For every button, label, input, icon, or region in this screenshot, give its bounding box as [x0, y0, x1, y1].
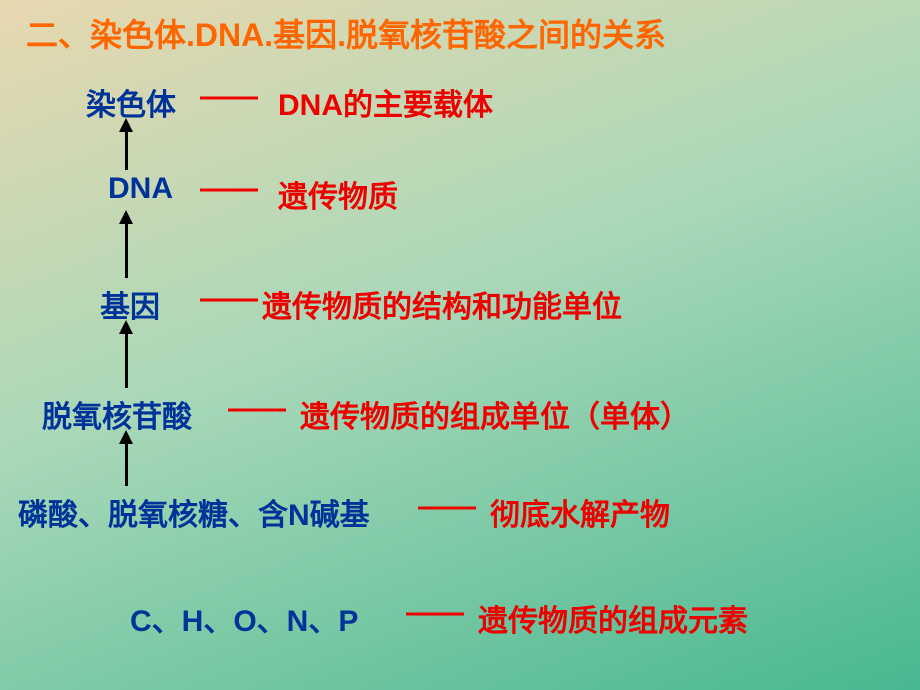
desc-0: DNA的主要载体: [278, 80, 493, 124]
arrow-up-2: [125, 330, 128, 388]
desc-3: 遗传物质的组成单位（单体）: [300, 392, 690, 436]
arrow-up-1: [125, 220, 128, 278]
term-5: C、H、O、N、P: [130, 596, 358, 640]
desc-4: 彻底水解产物: [490, 490, 670, 534]
dash-1: ——: [200, 172, 256, 206]
dash-5: ——: [406, 596, 462, 630]
arrow-up-0: [125, 128, 128, 170]
dash-2: ——: [200, 282, 256, 316]
desc-2: 遗传物质的结构和功能单位: [262, 282, 622, 326]
desc-1: 遗传物质: [278, 172, 398, 216]
dash-3: ——: [228, 392, 284, 426]
arrow-up-3: [125, 440, 128, 486]
dash-4: ——: [418, 490, 474, 524]
term-4: 磷酸、脱氧核糖、含N碱基: [18, 490, 370, 534]
desc-5: 遗传物质的组成元素: [478, 596, 748, 640]
dash-0: ——: [200, 80, 256, 114]
slide-content: 二、染色体.DNA.基因.脱氧核苷酸之间的关系 染色体——DNA的主要载体DNA…: [0, 0, 920, 690]
term-3: 脱氧核苷酸: [42, 392, 192, 436]
slide-title: 二、染色体.DNA.基因.脱氧核苷酸之间的关系: [26, 10, 666, 56]
term-1: DNA: [108, 172, 173, 206]
